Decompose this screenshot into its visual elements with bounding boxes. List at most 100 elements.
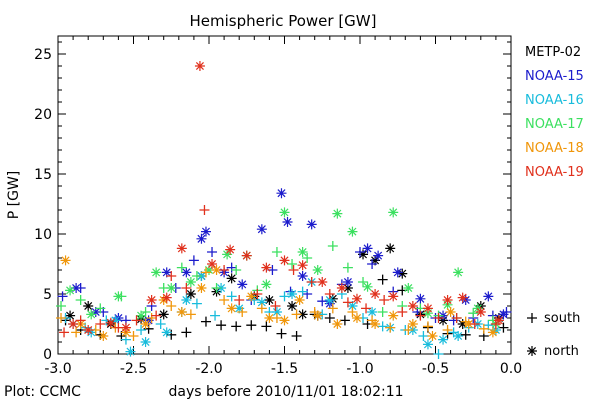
point-metp-02-north xyxy=(397,268,408,279)
point-noaa-18-south xyxy=(219,295,230,305)
point-noaa-15-south xyxy=(207,247,218,257)
point-noaa-16-north xyxy=(181,295,192,305)
point-noaa-19-south xyxy=(361,303,372,314)
marker-legend-south: south xyxy=(544,311,580,326)
legend-entry-noaa-18: NOAA-18 xyxy=(525,141,584,156)
point-metp-02-north xyxy=(342,283,353,293)
point-metp-02-south xyxy=(498,322,509,333)
point-metp-02-south xyxy=(181,327,192,338)
point-metp-02-south xyxy=(377,274,388,285)
point-noaa-17-south xyxy=(287,259,298,269)
chart-title: Hemispheric Power [GW] xyxy=(190,12,377,30)
point-noaa-19-north xyxy=(225,244,236,255)
point-noaa-17-north xyxy=(261,279,272,290)
point-noaa-18-north xyxy=(312,310,323,321)
point-noaa-16-south xyxy=(101,315,112,326)
point-noaa-17-south xyxy=(176,262,187,273)
point-noaa-19-south xyxy=(379,295,390,305)
point-metp-02-north xyxy=(264,295,275,305)
point-noaa-17-south xyxy=(211,283,222,293)
point-noaa-18-south xyxy=(291,309,302,320)
point-noaa-16-south xyxy=(210,310,221,321)
point-noaa-17-north xyxy=(166,283,177,293)
point-noaa-18-north xyxy=(226,303,237,314)
point-noaa-19-north xyxy=(317,277,328,287)
point-noaa-16-south xyxy=(377,321,388,332)
point-noaa-18-south xyxy=(237,307,248,317)
point-noaa-15-north xyxy=(256,224,267,235)
point-noaa-18-north xyxy=(211,265,222,275)
x-axis-label: days before 2010/11/01 18:02:11 xyxy=(168,384,403,400)
point-noaa-16-south xyxy=(226,291,237,302)
x-tick-label: -0.5 xyxy=(422,361,449,377)
point-noaa-18-north xyxy=(279,315,290,326)
legend-entry-noaa-17: NOAA-17 xyxy=(525,117,584,132)
point-noaa-16-south xyxy=(155,319,166,329)
point-noaa-19-north xyxy=(68,319,79,329)
point-noaa-19-south xyxy=(95,319,106,329)
point-noaa-18-south xyxy=(385,322,396,333)
point-noaa-19-north xyxy=(297,260,308,271)
x-tick-label: -1.0 xyxy=(346,361,373,377)
point-noaa-17-south xyxy=(358,277,369,287)
point-noaa-19-north xyxy=(442,295,453,305)
marker-legend: south north xyxy=(527,311,580,359)
point-noaa-18-north xyxy=(176,307,187,317)
point-metp-02-north xyxy=(385,243,396,254)
point-noaa-16-north xyxy=(438,334,449,345)
point-noaa-15-south xyxy=(355,247,365,257)
point-noaa-15-north xyxy=(373,250,384,261)
point-noaa-17-south xyxy=(56,301,67,311)
point-noaa-15-south xyxy=(188,255,199,266)
point-metp-02-north xyxy=(226,273,237,284)
point-metp-02-south xyxy=(231,321,242,332)
legend-entry-noaa-19: NOAA-19 xyxy=(525,165,584,180)
point-noaa-19-south xyxy=(270,301,281,311)
point-noaa-18-south xyxy=(128,331,139,341)
point-noaa-16-north xyxy=(347,301,358,311)
point-noaa-16-south xyxy=(191,298,202,309)
point-noaa-15-south xyxy=(367,259,378,269)
point-noaa-15-north xyxy=(161,267,172,278)
point-noaa-15-south xyxy=(317,296,328,307)
point-metp-02-south xyxy=(261,321,272,332)
point-metp-02-north xyxy=(185,289,196,299)
plot-frame xyxy=(57,35,512,355)
marker-legend-north: north xyxy=(544,344,579,359)
point-noaa-15-north xyxy=(483,291,494,302)
point-metp-02-south xyxy=(324,313,335,323)
point-noaa-18-south xyxy=(56,313,67,323)
x-tick-label: -3.0 xyxy=(44,361,71,377)
point-metp-02-south xyxy=(216,320,227,331)
point-noaa-19-north xyxy=(336,283,347,293)
point-noaa-19-south xyxy=(75,315,86,326)
point-metp-02-north xyxy=(158,309,169,320)
point-noaa-16-north xyxy=(287,289,298,299)
point-noaa-17-north xyxy=(279,207,290,218)
point-noaa-15-north xyxy=(276,188,287,199)
point-noaa-15-north xyxy=(282,217,293,227)
point-noaa-16-north xyxy=(453,331,464,341)
point-metp-02-north xyxy=(297,309,308,320)
point-noaa-17-north xyxy=(312,265,323,275)
point-noaa-17-north xyxy=(151,267,162,278)
point-noaa-19-north xyxy=(105,317,116,328)
point-noaa-19-north xyxy=(83,325,94,335)
point-noaa-18-north xyxy=(140,319,151,329)
point-noaa-16-north xyxy=(256,297,267,308)
point-noaa-19-south xyxy=(166,271,177,281)
point-noaa-18-north xyxy=(332,319,343,329)
point-noaa-18-south xyxy=(327,303,338,314)
point-noaa-17-north xyxy=(185,277,196,287)
marker-legend-plus-icon xyxy=(527,313,537,323)
point-noaa-18-north xyxy=(427,331,438,341)
point-noaa-19-north xyxy=(279,255,290,266)
point-noaa-19-south xyxy=(252,289,263,299)
point-noaa-18-south xyxy=(256,303,267,314)
point-noaa-18-north xyxy=(60,255,71,266)
legend-entry-metp-02: METP-02 xyxy=(525,45,581,60)
point-noaa-18-south xyxy=(403,325,414,335)
point-noaa-17-north xyxy=(65,285,76,296)
point-noaa-19-north xyxy=(388,291,399,302)
point-noaa-19-north xyxy=(370,289,381,299)
